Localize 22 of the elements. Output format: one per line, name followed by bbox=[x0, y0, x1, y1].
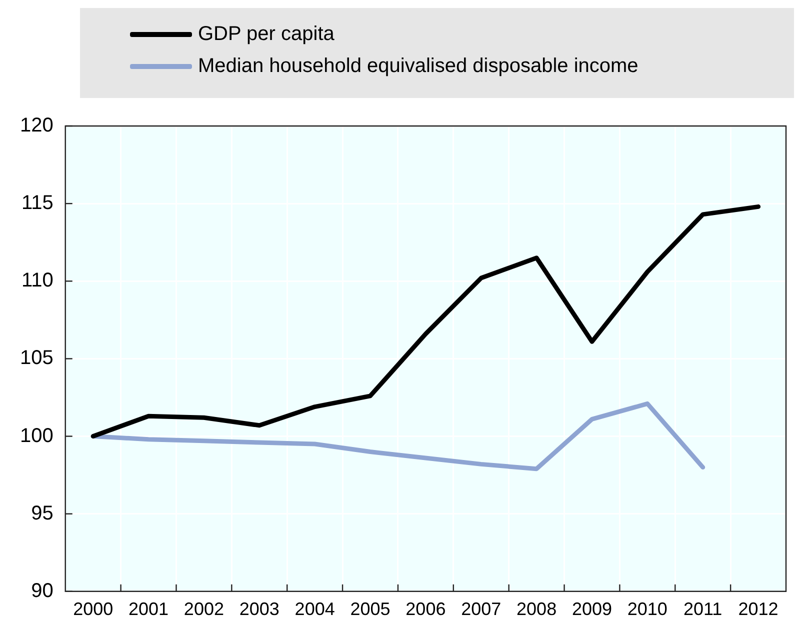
x-tick-label: 2004 bbox=[294, 599, 335, 620]
x-tick-label: 2001 bbox=[128, 599, 169, 620]
x-tick-label: 2008 bbox=[516, 599, 557, 620]
x-tick-label: 2009 bbox=[572, 599, 612, 620]
y-tick-label: 120 bbox=[20, 114, 54, 137]
y-tick-label: 90 bbox=[31, 580, 54, 602]
legend-label: GDP per capita bbox=[198, 22, 334, 46]
y-tick-label: 95 bbox=[31, 502, 54, 524]
y-tick-label: 100 bbox=[20, 424, 54, 447]
x-tick-label: 2007 bbox=[461, 599, 502, 620]
legend-label: Median household equivalised disposable income bbox=[198, 54, 638, 78]
x-tick-label: 2010 bbox=[627, 599, 668, 620]
x-tick-label: 2012 bbox=[738, 599, 778, 620]
x-tick-label: 2006 bbox=[406, 599, 446, 620]
x-tick-label: 2002 bbox=[184, 599, 224, 620]
y-tick-label: 115 bbox=[21, 192, 54, 214]
x-tick-label: 2005 bbox=[350, 599, 390, 620]
y-tick-label: 110 bbox=[21, 270, 54, 292]
y-tick-label: 105 bbox=[20, 347, 54, 370]
x-tick-label: 2003 bbox=[239, 599, 280, 620]
x-tick-label: 2000 bbox=[73, 599, 114, 620]
x-tick-label: 2011 bbox=[683, 599, 722, 620]
